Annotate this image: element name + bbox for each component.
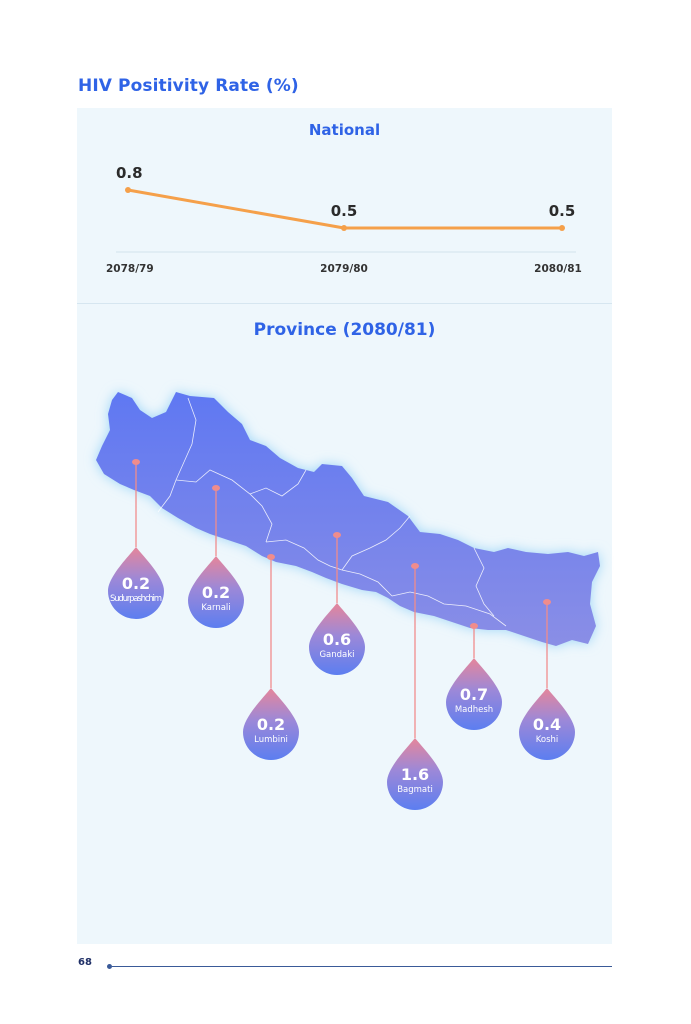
drop-province-name: Karnali xyxy=(201,603,230,613)
footer-rule xyxy=(112,966,612,967)
drop-province-name: Bagmati xyxy=(397,785,433,795)
data-label-2080/81: 0.5 xyxy=(549,202,576,220)
drop-province-name: Lumbini xyxy=(254,735,288,745)
x-tick-label: 2079/80 xyxy=(320,263,368,275)
drop-province-name: Sudurpashchim xyxy=(110,594,162,604)
drop-province-name: Gandaki xyxy=(319,650,354,660)
drop-value: 0.4 xyxy=(533,715,561,734)
data-point-2080/81 xyxy=(559,225,565,231)
drop-value: 0.7 xyxy=(460,685,488,704)
drop-value: 0.2 xyxy=(122,574,150,593)
drop-shape xyxy=(309,603,365,675)
data-point-2078/79 xyxy=(125,187,131,193)
data-label-2078/79: 0.8 xyxy=(116,164,143,182)
x-tick-label: 2080/81 xyxy=(534,263,582,275)
drop-shape xyxy=(108,547,164,619)
panel-divider xyxy=(77,303,612,304)
x-tick-label: 2078/79 xyxy=(106,263,154,275)
drop-shape xyxy=(188,556,244,628)
national-chart-title: National xyxy=(308,121,381,139)
nepal-map xyxy=(96,392,600,646)
drop-province-name: Koshi xyxy=(536,735,559,745)
province-chart-title: Province (2080/81) xyxy=(253,320,436,340)
drop-shape xyxy=(243,688,299,760)
data-label-2079/80: 0.5 xyxy=(331,202,358,220)
page-number: 68 xyxy=(78,957,92,968)
data-point-2079/80 xyxy=(341,225,347,231)
footer-dot xyxy=(107,964,112,969)
drop-value: 1.6 xyxy=(401,765,429,784)
drop-value: 0.6 xyxy=(323,630,351,649)
drop-province-name: Madhesh xyxy=(455,705,493,715)
page-title: HIV Positivity Rate (%) xyxy=(78,76,299,96)
drop-value: 0.2 xyxy=(202,583,230,602)
drop-value: 0.2 xyxy=(257,715,285,734)
national-line-chart: 0.8 2078/79 0.5 2079/80 0.5 2080/81 xyxy=(106,164,582,275)
drop-shape xyxy=(387,738,443,810)
drop-shape xyxy=(446,658,502,730)
drop-shape xyxy=(519,688,575,760)
province-boundaries xyxy=(157,397,507,627)
